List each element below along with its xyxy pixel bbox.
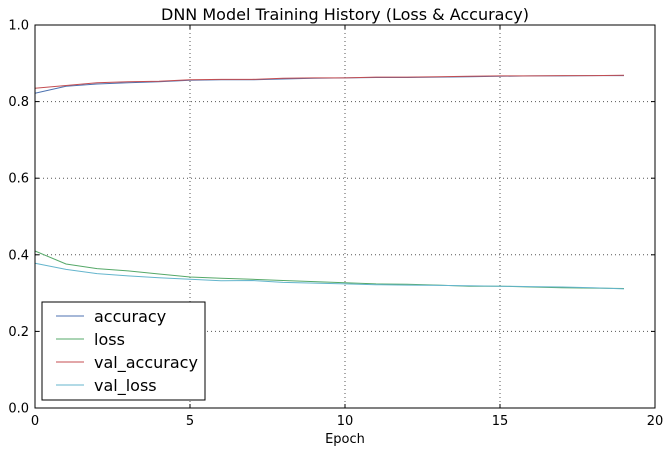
- x-tick-label: 10: [337, 414, 354, 429]
- y-tick-label: 0.2: [8, 325, 29, 340]
- legend-item: val_accuracy: [56, 353, 198, 373]
- x-tick-label: 15: [492, 414, 509, 429]
- series-line-loss: [34, 250, 625, 289]
- x-tick-label: 0: [31, 414, 39, 429]
- grid: [35, 25, 655, 408]
- x-tick-label: 20: [647, 414, 664, 429]
- y-tick-label: 0.4: [8, 248, 29, 263]
- y-tick-label: 0.0: [8, 402, 29, 417]
- legend-item: accuracy: [56, 307, 166, 326]
- series-lines: [34, 74, 625, 290]
- series-line-val-loss: [34, 262, 625, 290]
- y-tick-label: 0.8: [8, 95, 29, 110]
- legend-label: loss: [94, 330, 125, 349]
- x-tick-label: 5: [186, 414, 194, 429]
- legend: accuracy loss val_accuracy val_loss: [41, 301, 206, 401]
- legend-item: val_loss: [56, 376, 157, 396]
- x-axis-label: Epoch: [325, 432, 365, 447]
- chart-title: DNN Model Training History (Loss & Accur…: [161, 5, 529, 24]
- series-line-val-accuracy: [34, 74, 625, 89]
- legend-label: accuracy: [94, 307, 166, 326]
- axis-ticks: 0 5 10 15 20 0.0 0.2 0.4 0.6 0.8 1.0: [8, 19, 663, 430]
- y-tick-label: 0.6: [8, 172, 29, 187]
- legend-box: [41, 301, 206, 401]
- legend-label: val_accuracy: [94, 353, 198, 373]
- legend-label: val_loss: [94, 376, 157, 396]
- y-tick-label: 1.0: [8, 19, 29, 34]
- legend-item: loss: [56, 330, 125, 349]
